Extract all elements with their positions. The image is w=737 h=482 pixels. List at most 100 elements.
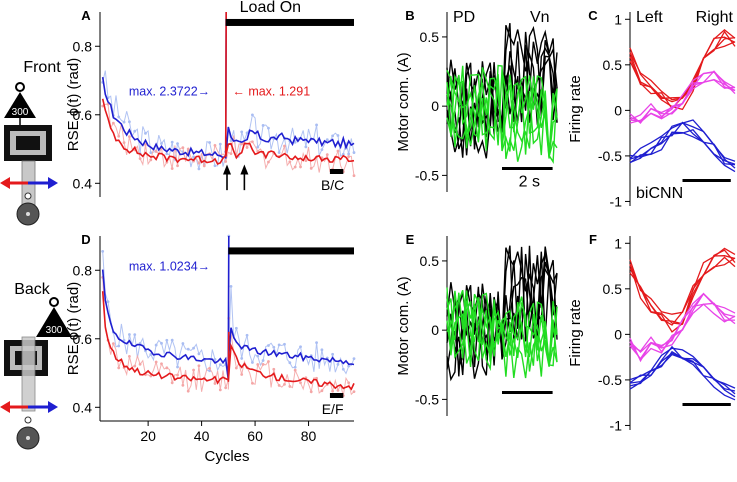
data-point xyxy=(315,341,318,345)
data-point xyxy=(149,374,153,378)
data-point xyxy=(111,121,115,125)
panel-label-f: F xyxy=(589,232,597,247)
data-point xyxy=(325,153,329,157)
data-point xyxy=(309,390,313,394)
legend-pd: PD xyxy=(453,9,475,26)
back-weight-icon: 300 xyxy=(36,297,72,337)
data-point xyxy=(320,348,324,352)
data-point xyxy=(347,155,351,158)
data-point xyxy=(341,367,345,371)
data-point xyxy=(176,164,179,168)
data-point xyxy=(176,365,179,369)
data-point xyxy=(240,357,244,360)
data-point xyxy=(170,167,174,170)
panel-label-a: A xyxy=(81,8,91,23)
data-point xyxy=(251,381,254,385)
y-tick-label: 0.5 xyxy=(420,253,440,269)
y-tick-label: -1 xyxy=(610,193,623,209)
data-point xyxy=(128,354,131,358)
data-point xyxy=(304,159,308,163)
data-point xyxy=(341,152,345,156)
data-point xyxy=(309,166,313,170)
load-on-label: Load On xyxy=(240,0,301,16)
data-point xyxy=(288,361,292,365)
data-point xyxy=(293,368,297,372)
data-point xyxy=(320,389,324,393)
data-point xyxy=(224,386,228,390)
data-point xyxy=(101,250,105,253)
data-point xyxy=(213,164,217,168)
data-point xyxy=(213,143,217,147)
trace-left xyxy=(629,41,736,111)
x-tick-label: 20 xyxy=(140,428,156,444)
trace-pd xyxy=(446,67,558,162)
data-point xyxy=(234,326,238,330)
data-point xyxy=(128,120,131,124)
trace-right xyxy=(629,119,736,162)
back-weight-label: 300 xyxy=(46,325,63,336)
data-point xyxy=(176,373,179,377)
data-point xyxy=(256,145,260,149)
trace-bicnn xyxy=(629,70,736,124)
data-point xyxy=(149,353,153,356)
data-point xyxy=(347,364,351,368)
data-point xyxy=(352,357,356,361)
data-point xyxy=(261,362,265,366)
y-tick-label: 0.4 xyxy=(73,399,93,415)
data-point xyxy=(218,388,222,392)
data-point xyxy=(144,131,147,135)
data-point xyxy=(331,352,335,356)
data-point xyxy=(272,345,276,349)
data-point xyxy=(106,300,110,304)
data-point xyxy=(138,362,142,366)
data-point xyxy=(192,368,195,372)
series-back-blue xyxy=(101,235,355,380)
trace-pd xyxy=(446,289,558,377)
data-point xyxy=(352,174,356,178)
front-side-label: Front xyxy=(23,59,61,76)
data-point xyxy=(325,138,329,142)
data-point xyxy=(256,354,260,358)
y-tick-label: 0 xyxy=(431,322,439,338)
data-point xyxy=(352,390,356,393)
data-point xyxy=(251,140,254,144)
data-point xyxy=(181,342,185,345)
back-leg xyxy=(21,336,36,412)
front-weight-label: 300 xyxy=(12,107,29,118)
back-side-label: Back xyxy=(14,281,51,298)
data-point xyxy=(154,360,158,364)
trace-bicnn xyxy=(629,292,736,353)
y-tick-label: 0.6 xyxy=(73,331,93,347)
load-on-bar xyxy=(225,18,354,26)
data-point xyxy=(251,113,254,117)
x-axis-label: Cycles xyxy=(204,448,249,465)
data-point xyxy=(234,366,238,370)
time-scale-label: 2 s xyxy=(519,173,540,190)
data-point xyxy=(299,345,302,349)
legend-right: Right xyxy=(696,9,734,26)
y-axis-label: Motor com. (A) xyxy=(395,276,412,375)
data-point xyxy=(352,151,356,154)
data-point xyxy=(197,364,201,368)
data-point xyxy=(133,129,137,133)
data-point xyxy=(192,155,195,159)
max-annotation: ← max. 1.291 xyxy=(232,84,310,98)
data-point xyxy=(165,152,169,156)
panel-label-b: B xyxy=(405,8,414,23)
panel-f: -1 -0.5 0 0.5 1 Firing rate F xyxy=(567,232,736,433)
data-point xyxy=(170,140,174,144)
data-point xyxy=(320,148,324,152)
scale-bar-label: E/F xyxy=(322,401,344,417)
y-tick-label: -0.5 xyxy=(598,148,622,164)
data-point xyxy=(154,343,158,347)
trace-left xyxy=(629,36,736,101)
y-tick-label: 0.4 xyxy=(73,175,93,191)
back-robot-schematic: Back 300 xyxy=(0,281,72,450)
data-point xyxy=(149,158,153,162)
panel-c: -1 -0.5 0 0.5 1 Firing rate C Left Right biCNN xyxy=(567,8,736,209)
data-point xyxy=(138,157,142,161)
data-point xyxy=(208,141,212,144)
y-tick-label: -1 xyxy=(610,417,623,433)
y-tick-label: 0 xyxy=(614,326,622,342)
data-point xyxy=(267,344,270,347)
